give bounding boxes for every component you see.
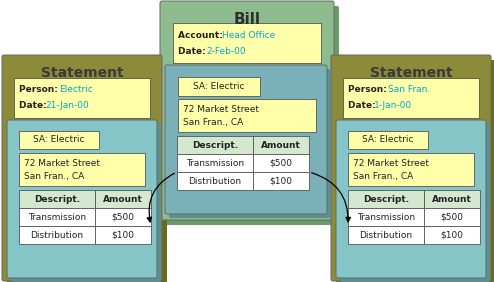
FancyArrowPatch shape [312,173,350,222]
FancyBboxPatch shape [165,6,339,225]
Text: Account:: Account: [178,30,226,39]
Text: Bill: Bill [234,12,260,27]
Text: Head Office: Head Office [222,30,275,39]
Bar [177,172,253,190]
Text: Amount: Amount [103,195,143,204]
Bar [253,154,309,172]
Text: Descript.: Descript. [34,195,80,204]
Text: Distribution: Distribution [188,177,242,186]
Bar [19,208,95,226]
Text: Transmission: Transmission [186,158,244,168]
Text: Statement: Statement [370,66,453,80]
Text: 2-Feb-00: 2-Feb-00 [206,47,246,56]
Text: $100: $100 [112,230,134,239]
Bar [177,154,253,172]
Bar [424,208,480,226]
FancyBboxPatch shape [169,69,331,218]
Text: Transmission: Transmission [28,213,86,221]
Text: SA: Electric: SA: Electric [193,82,245,91]
Bar [19,226,95,244]
Bar [343,78,479,118]
Bar [95,208,151,226]
Text: $100: $100 [270,177,292,186]
Text: Electric: Electric [59,85,93,94]
FancyBboxPatch shape [340,124,490,282]
FancyBboxPatch shape [11,124,161,282]
Bar [95,190,151,208]
Bar [95,226,151,244]
Text: Transmission: Transmission [357,213,415,221]
Bar [19,131,99,149]
Text: Date:: Date: [348,102,379,111]
Text: 21-Jan-00: 21-Jan-00 [45,102,89,111]
Bar [178,99,316,132]
Bar [348,131,428,149]
Bar [348,153,474,186]
Bar [424,190,480,208]
Bar [177,136,253,154]
Bar [178,77,260,96]
FancyArrowPatch shape [147,173,174,222]
Text: 1-Jan-00: 1-Jan-00 [374,102,412,111]
Bar [253,172,309,190]
Bar [19,190,95,208]
Text: Person:: Person: [348,85,390,94]
FancyBboxPatch shape [336,120,486,278]
FancyBboxPatch shape [331,55,491,281]
Bar [348,226,424,244]
Bar [348,208,424,226]
Bar [173,23,321,63]
Text: $100: $100 [441,230,463,239]
FancyBboxPatch shape [2,55,162,281]
Text: San Fran., CA: San Fran., CA [183,118,243,127]
FancyBboxPatch shape [7,120,157,278]
Text: San Fran., CA: San Fran., CA [353,173,413,182]
Text: $500: $500 [441,213,463,221]
Text: Amount: Amount [261,140,301,149]
Text: SA: Electric: SA: Electric [33,135,85,144]
Text: Descript.: Descript. [363,195,409,204]
FancyBboxPatch shape [336,60,494,282]
Bar [14,78,150,118]
Text: Distribution: Distribution [360,230,412,239]
Bar [253,136,309,154]
Bar [424,226,480,244]
Text: 72 Market Street: 72 Market Street [183,105,259,113]
Text: 72 Market Street: 72 Market Street [24,158,100,168]
FancyBboxPatch shape [160,1,334,220]
Text: Distribution: Distribution [31,230,83,239]
Text: San Fran., CA: San Fran., CA [24,173,84,182]
Text: $500: $500 [270,158,292,168]
Text: Person:: Person: [19,85,61,94]
Text: 72 Market Street: 72 Market Street [353,158,429,168]
Text: $500: $500 [112,213,134,221]
Text: SA: Electric: SA: Electric [362,135,414,144]
Text: Date:: Date: [19,102,50,111]
Bar [19,153,145,186]
Text: Descript.: Descript. [192,140,238,149]
Text: Date:: Date: [178,47,209,56]
FancyBboxPatch shape [7,60,167,282]
Bar [348,190,424,208]
FancyBboxPatch shape [165,65,327,214]
Text: Statement: Statement [41,66,124,80]
Text: San Fran.: San Fran. [388,85,430,94]
Text: Amount: Amount [432,195,472,204]
